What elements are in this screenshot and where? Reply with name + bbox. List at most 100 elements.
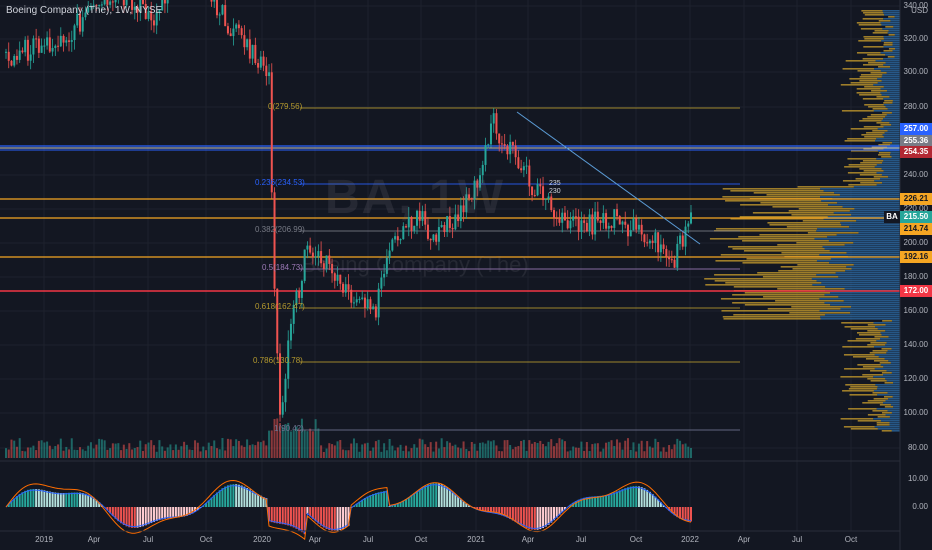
chart-ticker-title[interactable]: Boeing Company (The), 1W, NYSE [6,5,163,16]
volume-profile-bar [843,426,875,428]
volume-profile-bar [880,178,900,180]
volume-bar [89,442,92,458]
volume-profile-bar [849,78,878,80]
trendline-segment[interactable] [516,111,701,245]
volume-profile-bar [883,366,900,368]
volume-bar [322,451,325,458]
volume-profile-bar [835,272,900,274]
volume-profile-bar [742,240,829,242]
volume-profile-bar [878,356,900,358]
candle-body [106,0,109,5]
time-tick-label: Apr [87,535,101,544]
volume-profile-bar [834,192,900,194]
volume-profile-bar [844,244,900,246]
volume-bar [484,443,487,458]
volume-profile-bar [860,162,883,164]
macd-bar [374,493,377,507]
volume-bar [547,441,550,458]
volume-profile-bar [874,180,900,182]
price-tick-label: 320.00 [903,34,928,43]
time-tick-label: Apr [737,535,751,544]
macd-bar [402,500,405,507]
volume-bar [681,444,684,458]
candle-body [574,216,577,218]
volume-profile-bar [730,190,824,192]
volume-bar [24,451,27,458]
volume-bar [563,441,566,458]
volume-profile-bar [874,166,900,168]
candle-body [635,218,638,230]
volume-profile-bar [742,262,830,264]
candle-body [84,12,87,18]
candle-body [668,256,671,260]
volume-profile-bar [867,116,886,118]
candle-body [684,226,687,247]
volume-profile-bar [882,134,900,136]
macd-bar [51,492,54,507]
candle-body [613,209,616,228]
volume-profile-bar [841,322,874,324]
volume-bar [65,446,68,458]
volume-bar [594,443,597,458]
macd-bar [369,495,372,507]
candle-body [317,251,320,257]
candle-body [5,51,7,53]
candle-body [536,184,539,196]
volume-profile-bar [885,116,900,118]
volume-bar [26,447,29,458]
volume-profile-bar [844,166,875,168]
candle-body [295,291,298,305]
volume-profile-bar [827,216,900,218]
volume-profile-bar [840,84,874,86]
volume-bar [51,449,54,458]
candle-body [306,245,309,250]
volume-bar [287,422,290,458]
candle-body [322,263,325,269]
macd-bar [569,504,572,507]
macd-bar [358,501,361,507]
volume-profile-bar [829,250,900,252]
volume-profile-bar [856,52,881,54]
volume-profile-bar [878,20,891,22]
volume-bar [158,440,161,458]
macd-bar [262,497,265,507]
macd-bar [454,494,457,507]
fib-level-label: 1(90.42) [274,424,304,433]
volume-profile-bar [883,46,900,48]
price-tag: 257.00 [900,123,932,135]
volume-profile-bar [883,86,900,88]
volume-profile-bar [850,150,878,152]
volume-profile-bar [767,222,841,224]
macd-bar [539,507,542,530]
price-tag: 172.00 [900,285,932,297]
volume-profile-bar [802,220,857,222]
trendline[interactable] [516,111,701,245]
volume-profile-bar [881,80,900,82]
volume-profile-bar [867,324,886,326]
candle-body [525,165,528,167]
candle-body [246,39,249,48]
candle-body [111,1,114,3]
volume-profile-bar [720,254,820,256]
candle-body [432,234,435,241]
volume-bar [651,447,654,458]
macd-bar [372,494,375,507]
volume-bar [43,442,46,458]
volume-profile-bar [892,44,900,46]
macd-bar [462,501,465,507]
macd-bar [679,507,682,519]
macd-bar [120,507,123,524]
volume-profile-bar [746,258,831,260]
volume-bar [470,442,473,458]
volume-bar [191,449,194,458]
volume-bar [646,441,649,458]
candle-body [394,236,397,240]
macd-bar [563,507,566,510]
volume-bar [142,450,144,458]
volume-profile-bar [888,176,900,178]
macd-bar [215,492,218,507]
macd-bar [361,499,364,507]
macd-bar [92,497,95,507]
volume-profile-bar [888,336,900,338]
